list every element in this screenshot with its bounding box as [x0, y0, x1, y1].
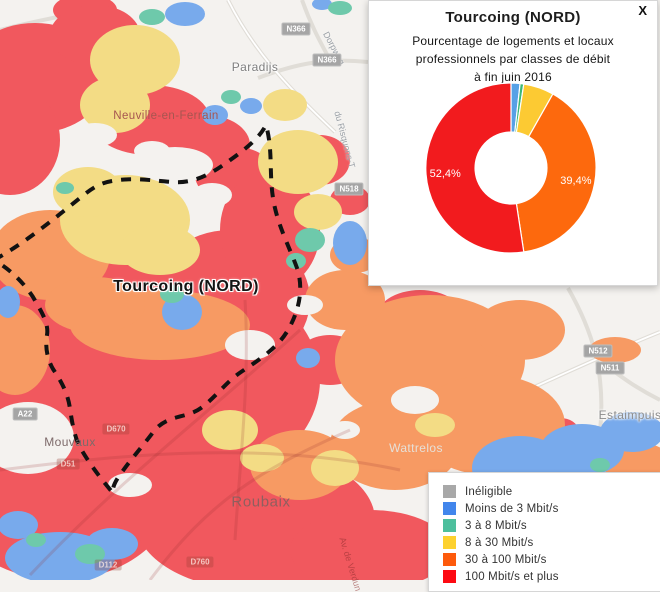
- legend-row: Moins de 3 Mbit/s: [443, 502, 660, 515]
- donut-slices: 39,4% 52,4%: [425, 82, 597, 254]
- legend-row: 30 à 100 Mbit/s: [443, 553, 660, 566]
- info-panel: X Tourcoing (NORD) Pourcentage de logeme…: [368, 0, 658, 286]
- legend-label: 8 à 30 Mbit/s: [465, 536, 534, 549]
- legend-row: 100 Mbit/s et plus: [443, 570, 660, 583]
- legend-row: 3 à 8 Mbit/s: [443, 519, 660, 532]
- panel-subtitle-line: professionnels par classes de débit: [415, 52, 611, 66]
- legend-label: 30 à 100 Mbit/s: [465, 553, 547, 566]
- legend-panel: Inéligible Moins de 3 Mbit/s 3 à 8 Mbit/…: [428, 472, 660, 592]
- legend-label: Moins de 3 Mbit/s: [465, 502, 559, 515]
- legend-color-30to100: [443, 553, 456, 566]
- commune-boundary: [0, 119, 303, 500]
- panel-subtitle-line: Pourcentage de logements et locaux: [412, 34, 614, 48]
- legend-color-8to30: [443, 536, 456, 549]
- legend-label: 100 Mbit/s et plus: [465, 570, 559, 583]
- legend-color-ineligible: [443, 485, 456, 498]
- donut-slice-label: 52,4%: [430, 168, 461, 180]
- legend-row: 8 à 30 Mbit/s: [443, 536, 660, 549]
- legend-row: Inéligible: [443, 485, 660, 498]
- map-regions-teal: [26, 1, 610, 564]
- legend-label: 3 à 8 Mbit/s: [465, 519, 527, 532]
- panel-subtitle-line: à fin juin 2016: [474, 70, 552, 84]
- legend-color-100plus: [443, 570, 456, 583]
- donut-slice-label: 39,4%: [560, 175, 591, 187]
- panel-title: Tourcoing (NORD): [445, 9, 581, 26]
- legend-color-lt3: [443, 502, 456, 515]
- donut-slice[interactable]: [515, 93, 597, 253]
- donut-chart: 39,4% 52,4%: [425, 82, 597, 254]
- panel-subtitle: Pourcentage de logements et locaux profe…: [369, 32, 657, 86]
- donut-slice[interactable]: [425, 82, 525, 254]
- legend-color-3to8: [443, 519, 456, 532]
- map-streets-tinted: [0, 299, 401, 580]
- close-button[interactable]: X: [638, 3, 647, 18]
- legend-label: Inéligible: [465, 485, 513, 498]
